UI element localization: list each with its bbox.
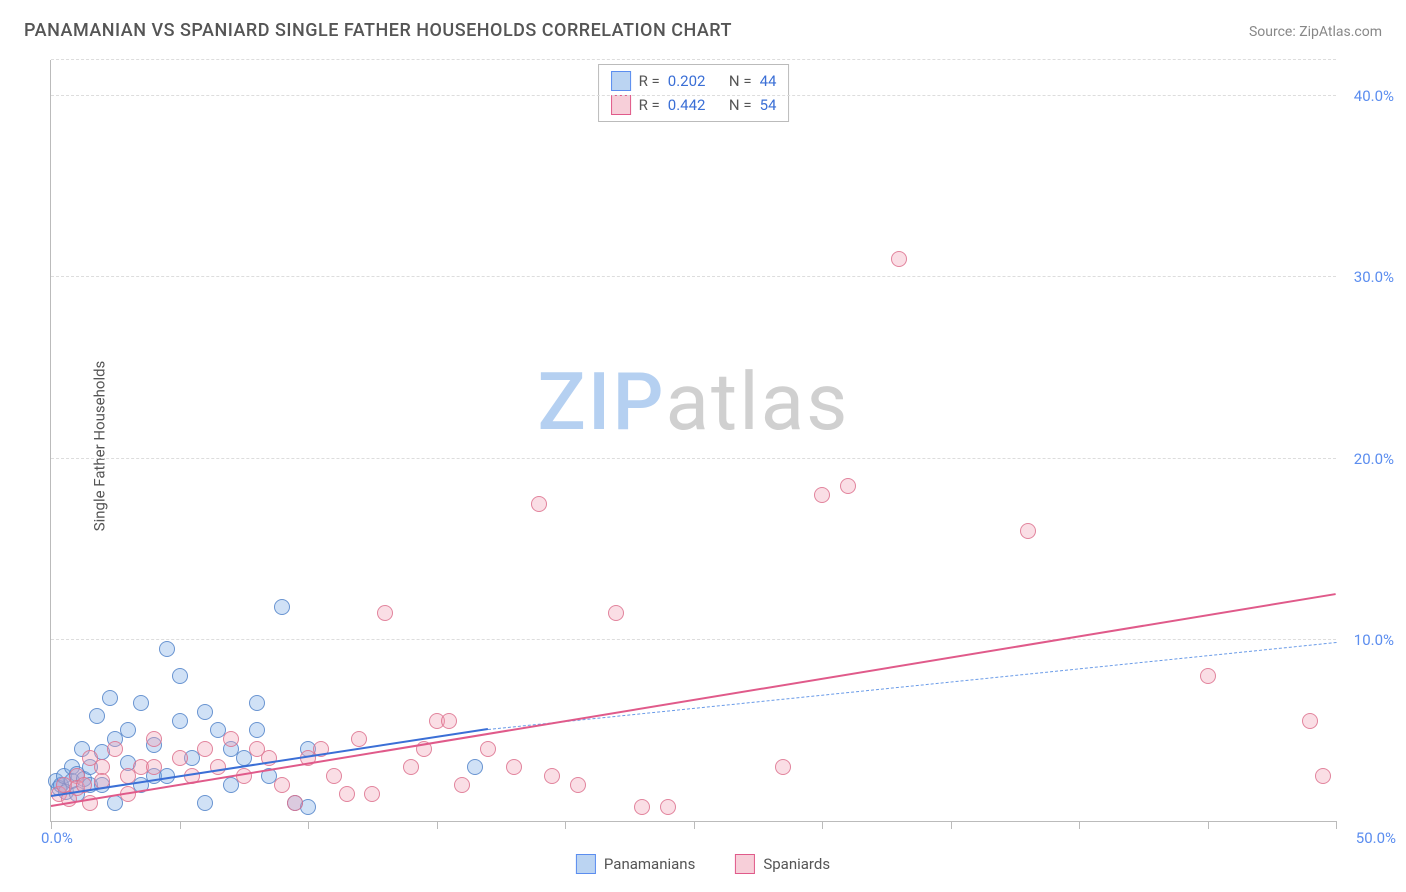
legend-label: Spaniards [763,855,830,873]
data-point [249,695,265,711]
data-point [377,605,393,621]
legend-item: Panamanians [576,854,695,874]
data-point [107,741,123,757]
data-point [172,668,188,684]
x-tick [1336,821,1337,829]
x-max-label: 50.0% [1356,829,1396,847]
data-point [1315,768,1331,784]
data-point [133,695,149,711]
data-point [339,786,355,802]
gridline [51,95,1336,96]
chart-title: PANAMANIAN VS SPANIARD SINGLE FATHER HOU… [24,20,732,41]
data-point [403,759,419,775]
data-point [223,731,239,747]
data-point [146,731,162,747]
y-tick-label: 30.0% [1354,268,1394,286]
data-point [351,731,367,747]
data-point [364,786,380,802]
data-point [570,777,586,793]
data-point [1200,668,1216,684]
data-point [454,777,470,793]
gridline [51,59,1336,60]
x-tick [565,821,566,829]
r-value: 0.202 [668,72,706,90]
data-point [274,777,290,793]
data-point [891,251,907,267]
chart-container: PANAMANIAN VS SPANIARD SINGLE FATHER HOU… [0,0,1406,892]
y-tick-label: 10.0% [1354,631,1394,649]
data-point [531,496,547,512]
data-point [660,799,676,815]
data-point [506,759,522,775]
trend-line [51,593,1336,807]
trend-line [488,642,1336,730]
data-point [159,641,175,657]
data-point [608,605,624,621]
watermark-zip: ZIP [538,355,666,449]
data-point [210,759,226,775]
data-point [441,713,457,729]
x-tick [822,821,823,829]
data-point [1302,713,1318,729]
r-value: 0.442 [668,96,706,114]
data-point [287,795,303,811]
n-value: 54 [760,96,777,114]
series-legend: Panamanians Spaniards [576,854,830,874]
swatch-blue [611,71,631,91]
data-point [775,759,791,775]
data-point [197,795,213,811]
x-tick [51,821,52,829]
n-value: 44 [760,72,777,90]
data-point [634,799,650,815]
stats-row: R = 0.442 N = 54 [611,93,777,117]
swatch-blue [576,854,596,874]
y-tick-label: 40.0% [1354,87,1394,105]
data-point [89,708,105,724]
stats-row: R = 0.202 N = 44 [611,69,777,93]
y-tick-label: 20.0% [1354,450,1394,468]
data-point [120,722,136,738]
watermark: ZIPatlas [538,355,850,449]
gridline [51,276,1336,277]
data-point [146,759,162,775]
data-point [840,478,856,494]
x-tick [437,821,438,829]
data-point [1020,523,1036,539]
plot-area: ZIPatlas R = 0.202 N = 44 R = 0.442 N = … [50,60,1336,822]
data-point [467,759,483,775]
gridline [51,639,1336,640]
data-point [274,599,290,615]
stats-legend: R = 0.202 N = 44 R = 0.442 N = 54 [598,64,790,122]
data-point [197,741,213,757]
x-tick [951,821,952,829]
data-point [249,722,265,738]
x-min-label: 0.0% [41,829,73,847]
legend-label: Panamanians [604,855,695,873]
watermark-atlas: atlas [666,355,850,449]
swatch-pink [735,854,755,874]
data-point [544,768,560,784]
gridline [51,458,1336,459]
data-point [197,704,213,720]
x-tick [308,821,309,829]
data-point [480,741,496,757]
data-point [102,690,118,706]
data-point [814,487,830,503]
x-tick [694,821,695,829]
data-point [172,713,188,729]
x-tick [1208,821,1209,829]
legend-item: Spaniards [735,854,830,874]
swatch-pink [611,95,631,115]
source-attribution: Source: ZipAtlas.com [1249,24,1382,40]
x-tick [180,821,181,829]
x-tick [1079,821,1080,829]
data-point [172,750,188,766]
data-point [326,768,342,784]
